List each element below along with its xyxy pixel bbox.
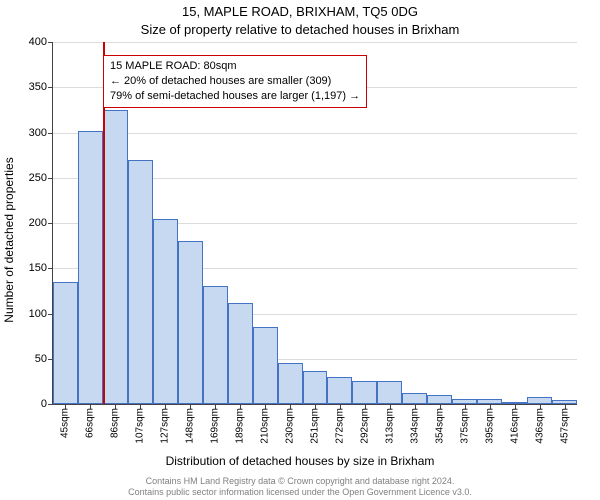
annotation-line: ← 20% of detached houses are smaller (30… <box>110 74 360 89</box>
bar <box>527 397 552 404</box>
annotation-line: 15 MAPLE ROAD: 80sqm <box>110 59 360 74</box>
xtick-label: 189sqm <box>235 408 246 444</box>
xtick-label: 395sqm <box>484 408 495 444</box>
ytick-label: 0 <box>41 398 47 410</box>
x-axis-label: Distribution of detached houses by size … <box>0 454 600 468</box>
bar <box>303 371 328 404</box>
xtick-label: 66sqm <box>85 408 96 438</box>
ytick-label: 250 <box>29 172 47 184</box>
y-axis-label: Number of detached properties <box>2 75 16 240</box>
chart-subtitle: Size of property relative to detached ho… <box>0 22 600 37</box>
bar <box>253 327 278 404</box>
bar <box>103 110 128 404</box>
xtick-label: 457sqm <box>559 408 570 444</box>
xtick-label: 86sqm <box>110 408 121 438</box>
bar <box>228 303 253 404</box>
bar <box>53 282 78 404</box>
xtick-label: 436sqm <box>534 408 545 444</box>
bar <box>502 402 527 404</box>
bar <box>452 399 477 404</box>
ytick-label: 400 <box>29 36 47 48</box>
bar <box>352 381 377 404</box>
bar <box>552 400 577 404</box>
bar <box>327 377 352 404</box>
annotation-line: 79% of semi-detached houses are larger (… <box>110 89 360 104</box>
bar <box>203 286 228 404</box>
xtick-label: 45sqm <box>60 408 71 438</box>
ytick-label: 100 <box>29 308 47 320</box>
xtick-label: 107sqm <box>135 408 146 444</box>
bar <box>178 241 203 404</box>
plot-area: 05010015020025030035040045sqm66sqm86sqm1… <box>52 42 577 405</box>
footer-attribution: Contains HM Land Registry data © Crown c… <box>0 476 600 498</box>
ytick-label: 200 <box>29 217 47 229</box>
ytick-mark <box>48 404 53 405</box>
bar <box>477 399 502 404</box>
bar <box>278 363 303 404</box>
bar <box>128 160 153 404</box>
xtick-label: 313sqm <box>384 408 395 444</box>
footer-line-2: Contains public sector information licen… <box>0 487 600 498</box>
xtick-label: 354sqm <box>434 408 445 444</box>
xtick-label: 292sqm <box>359 408 370 444</box>
xtick-label: 230sqm <box>285 408 296 444</box>
bar <box>377 381 402 404</box>
xtick-label: 210sqm <box>260 408 271 444</box>
xtick-label: 334sqm <box>409 408 420 444</box>
ytick-label: 300 <box>29 127 47 139</box>
bar <box>153 219 178 404</box>
footer-line-1: Contains HM Land Registry data © Crown c… <box>0 476 600 487</box>
ytick-label: 350 <box>29 81 47 93</box>
xtick-label: 169sqm <box>210 408 221 444</box>
ytick-label: 150 <box>29 262 47 274</box>
xtick-label: 272sqm <box>334 408 345 444</box>
bar <box>78 131 103 404</box>
ytick-label: 50 <box>35 353 47 365</box>
chart-container: 15, MAPLE ROAD, BRIXHAM, TQ5 0DG Size of… <box>0 0 600 500</box>
xtick-label: 251sqm <box>310 408 321 444</box>
bar <box>402 393 427 404</box>
xtick-label: 375sqm <box>459 408 470 444</box>
xtick-label: 127sqm <box>160 408 171 444</box>
bar <box>427 395 452 404</box>
annotation-box: 15 MAPLE ROAD: 80sqm← 20% of detached ho… <box>103 55 367 108</box>
xtick-label: 148sqm <box>185 408 196 444</box>
chart-title: 15, MAPLE ROAD, BRIXHAM, TQ5 0DG <box>0 4 600 19</box>
xtick-label: 416sqm <box>509 408 520 444</box>
